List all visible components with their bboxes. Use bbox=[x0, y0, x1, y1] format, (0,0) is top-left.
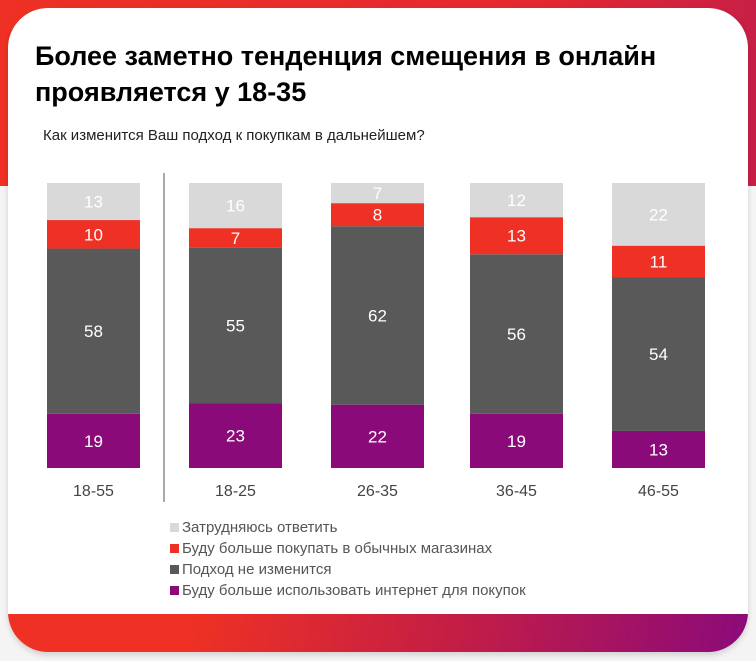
footer-band bbox=[8, 614, 748, 652]
legend-label: Затрудняюсь ответить bbox=[182, 519, 338, 536]
category-label: 18-25 bbox=[215, 483, 256, 500]
bar-segment bbox=[189, 228, 282, 248]
legend-swatch bbox=[170, 586, 179, 595]
bar-segment bbox=[189, 403, 282, 468]
data-label: 7 bbox=[373, 184, 382, 203]
chart-subtitle: Как изменится Ваш подход к покупкам в да… bbox=[43, 127, 425, 144]
data-label: 8 bbox=[373, 206, 382, 225]
bar-segment bbox=[612, 245, 705, 278]
bar-segment bbox=[47, 220, 140, 249]
bar-segment bbox=[470, 413, 563, 468]
bar-segment bbox=[189, 247, 282, 404]
bar-segment bbox=[331, 203, 424, 227]
bar-segment bbox=[470, 254, 563, 414]
bar-segment bbox=[470, 183, 563, 218]
bar-segment bbox=[470, 217, 563, 255]
bar-segment bbox=[612, 430, 705, 468]
data-label: 12 bbox=[507, 191, 526, 210]
data-label: 54 bbox=[649, 345, 668, 364]
data-label: 56 bbox=[507, 325, 526, 344]
bar-segment bbox=[189, 183, 282, 229]
data-label: 62 bbox=[368, 306, 387, 325]
legend-item: Буду больше покупать в обычных магазинах bbox=[170, 538, 526, 559]
legend-item: Подход не изменится bbox=[170, 559, 526, 580]
bar-segment bbox=[47, 248, 140, 414]
data-label: 7 bbox=[231, 229, 240, 248]
legend-label: Буду больше использовать интернет для по… bbox=[182, 582, 526, 599]
bar-segment bbox=[331, 404, 424, 468]
legend-item: Затрудняюсь ответить bbox=[170, 517, 526, 538]
legend: Затрудняюсь ответить Буду больше покупать… bbox=[170, 517, 526, 601]
data-label: 55 bbox=[226, 317, 245, 336]
data-label: 13 bbox=[507, 227, 526, 246]
data-label: 16 bbox=[226, 197, 245, 216]
data-label: 19 bbox=[84, 432, 103, 451]
data-label: 22 bbox=[368, 427, 387, 446]
legend-swatch bbox=[170, 523, 179, 532]
data-label: 22 bbox=[649, 205, 668, 224]
bar-segment bbox=[612, 277, 705, 431]
page-title: Более заметно тенденция смещения в онлай… bbox=[35, 41, 657, 107]
data-label: 58 bbox=[84, 322, 103, 341]
category-label: 36-45 bbox=[496, 483, 537, 500]
legend-label: Подход не изменится bbox=[182, 561, 332, 578]
bar-segment bbox=[331, 226, 424, 405]
bar-segment bbox=[612, 183, 705, 246]
legend-label: Буду больше покупать в обычных магазинах bbox=[182, 540, 493, 557]
category-label: 18-55 bbox=[73, 483, 114, 500]
category-label: 26-35 bbox=[357, 483, 398, 500]
legend-item: Буду больше использовать интернет для по… bbox=[170, 580, 526, 601]
data-label: 19 bbox=[507, 432, 526, 451]
data-label: 13 bbox=[84, 193, 103, 212]
data-label: 10 bbox=[84, 225, 103, 244]
data-label: 23 bbox=[226, 427, 245, 446]
bar-segment bbox=[47, 183, 140, 221]
legend-swatch bbox=[170, 544, 179, 553]
legend-swatch bbox=[170, 565, 179, 574]
bar-segment bbox=[331, 183, 424, 204]
data-label: 11 bbox=[650, 252, 668, 271]
data-label: 13 bbox=[649, 440, 668, 459]
category-label: 46-55 bbox=[638, 483, 679, 500]
bar-segment bbox=[47, 413, 140, 468]
